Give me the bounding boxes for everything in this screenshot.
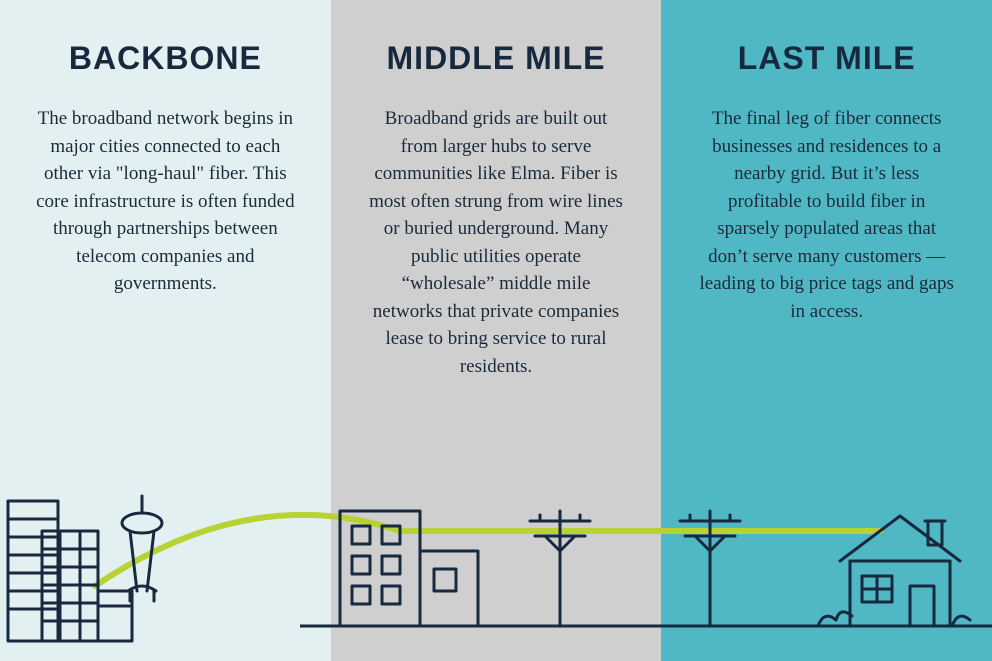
panel-backbone: BACKBONE The broadband network begins in…	[0, 0, 331, 661]
panel-last-mile: LAST MILE The final leg of fiber connect…	[661, 0, 992, 661]
panel-title-last-mile: LAST MILE	[689, 40, 964, 77]
panel-title-backbone: BACKBONE	[28, 40, 303, 77]
panel-title-middle-mile: MIDDLE MILE	[359, 40, 634, 77]
infographic-container: BACKBONE The broadband network begins in…	[0, 0, 992, 661]
panel-body-middle-mile: Broadband grids are built out from large…	[359, 105, 634, 380]
panel-middle-mile: MIDDLE MILE Broadband grids are built ou…	[331, 0, 662, 661]
panel-body-backbone: The broadband network begins in major ci…	[28, 105, 303, 298]
panel-body-last-mile: The final leg of fiber connects business…	[689, 105, 964, 325]
